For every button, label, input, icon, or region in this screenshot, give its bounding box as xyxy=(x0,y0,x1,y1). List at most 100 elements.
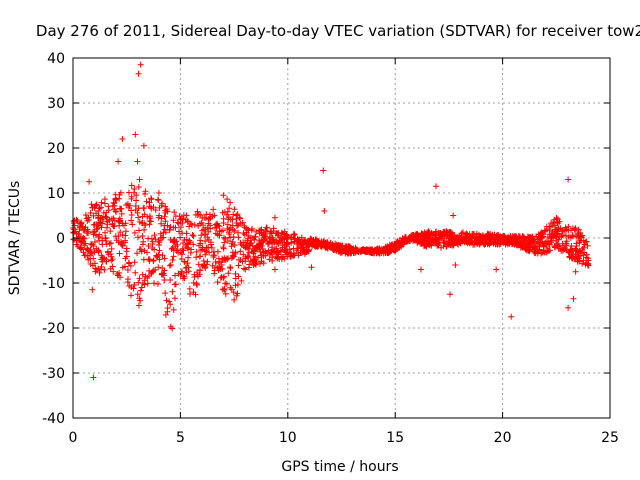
data-point xyxy=(96,237,103,244)
data-point xyxy=(436,234,443,241)
data-point xyxy=(540,231,547,238)
data-point xyxy=(241,224,248,231)
data-point xyxy=(426,230,433,237)
data-point xyxy=(242,253,249,260)
data-point xyxy=(156,212,163,219)
data-point xyxy=(418,230,425,237)
data-point xyxy=(146,221,153,228)
data-point xyxy=(131,189,138,196)
data-point xyxy=(235,234,242,241)
data-point xyxy=(270,236,277,243)
data-point xyxy=(263,224,270,231)
data-point xyxy=(175,270,182,277)
data-point xyxy=(459,237,466,244)
data-point xyxy=(111,200,118,207)
data-point xyxy=(251,247,258,254)
data-point xyxy=(170,306,177,313)
data-point xyxy=(156,247,163,254)
data-point xyxy=(151,246,158,253)
data-point xyxy=(295,237,302,244)
outlier-point xyxy=(115,158,122,165)
data-point xyxy=(330,246,337,253)
data-point xyxy=(116,269,123,276)
data-point xyxy=(136,275,143,282)
outlier-point xyxy=(132,131,139,138)
data-point xyxy=(153,252,160,259)
data-point xyxy=(258,240,265,247)
data-point xyxy=(228,243,235,250)
outlier-point xyxy=(417,266,424,273)
data-point xyxy=(239,258,246,265)
outlier-point xyxy=(119,136,126,142)
data-point xyxy=(295,252,302,259)
data-point xyxy=(162,209,169,216)
data-point xyxy=(118,210,125,217)
data-point xyxy=(284,240,291,247)
data-point xyxy=(544,244,551,251)
data-point xyxy=(222,280,229,287)
data-point xyxy=(282,233,289,240)
data-point xyxy=(558,228,565,235)
data-point xyxy=(149,240,156,247)
data-point xyxy=(90,212,97,219)
data-point xyxy=(101,266,108,273)
data-point xyxy=(119,231,126,238)
data-point xyxy=(440,229,447,236)
data-point xyxy=(251,236,258,243)
data-point xyxy=(546,224,553,231)
data-point xyxy=(245,252,252,259)
data-point xyxy=(172,243,179,250)
data-point xyxy=(565,249,572,256)
data-point xyxy=(150,257,157,264)
outlier-point xyxy=(271,214,278,221)
data-point xyxy=(258,252,265,259)
data-point xyxy=(555,236,562,243)
data-point xyxy=(493,234,500,241)
data-point xyxy=(572,226,579,233)
data-point xyxy=(100,209,107,216)
data-point xyxy=(78,238,85,245)
data-point xyxy=(223,255,230,262)
data-point xyxy=(558,247,565,254)
data-point xyxy=(226,231,233,238)
data-point xyxy=(243,229,250,236)
data-point xyxy=(299,247,306,254)
data-point xyxy=(93,226,100,233)
data-point xyxy=(161,255,168,262)
data-point xyxy=(269,254,276,261)
data-point xyxy=(110,268,117,275)
data-point xyxy=(306,239,313,246)
data-point xyxy=(77,224,84,231)
y-tick-label: 40 xyxy=(47,51,65,67)
data-point xyxy=(323,241,330,248)
data-point xyxy=(180,212,187,219)
data-point xyxy=(247,240,254,247)
data-point xyxy=(154,280,161,287)
data-point xyxy=(511,236,518,243)
outlier-point xyxy=(308,264,315,271)
data-point xyxy=(538,250,545,257)
data-point xyxy=(171,295,178,302)
data-point xyxy=(93,202,100,209)
data-point xyxy=(553,237,560,244)
data-point xyxy=(583,251,590,258)
data-point xyxy=(441,240,448,247)
data-point xyxy=(288,252,295,259)
data-point xyxy=(83,229,90,236)
data-point xyxy=(579,260,586,267)
data-point xyxy=(224,238,231,245)
data-point xyxy=(559,232,566,239)
outlier-point xyxy=(155,190,162,196)
data-point xyxy=(91,239,98,246)
data-point xyxy=(219,265,226,272)
data-point xyxy=(449,235,456,242)
data-point xyxy=(477,233,484,240)
data-point xyxy=(158,220,165,227)
data-point xyxy=(191,274,198,281)
data-point xyxy=(144,280,151,287)
data-point xyxy=(146,203,153,210)
data-point xyxy=(162,311,169,318)
data-point xyxy=(149,268,156,275)
data-point xyxy=(204,224,211,231)
data-point xyxy=(175,228,182,235)
